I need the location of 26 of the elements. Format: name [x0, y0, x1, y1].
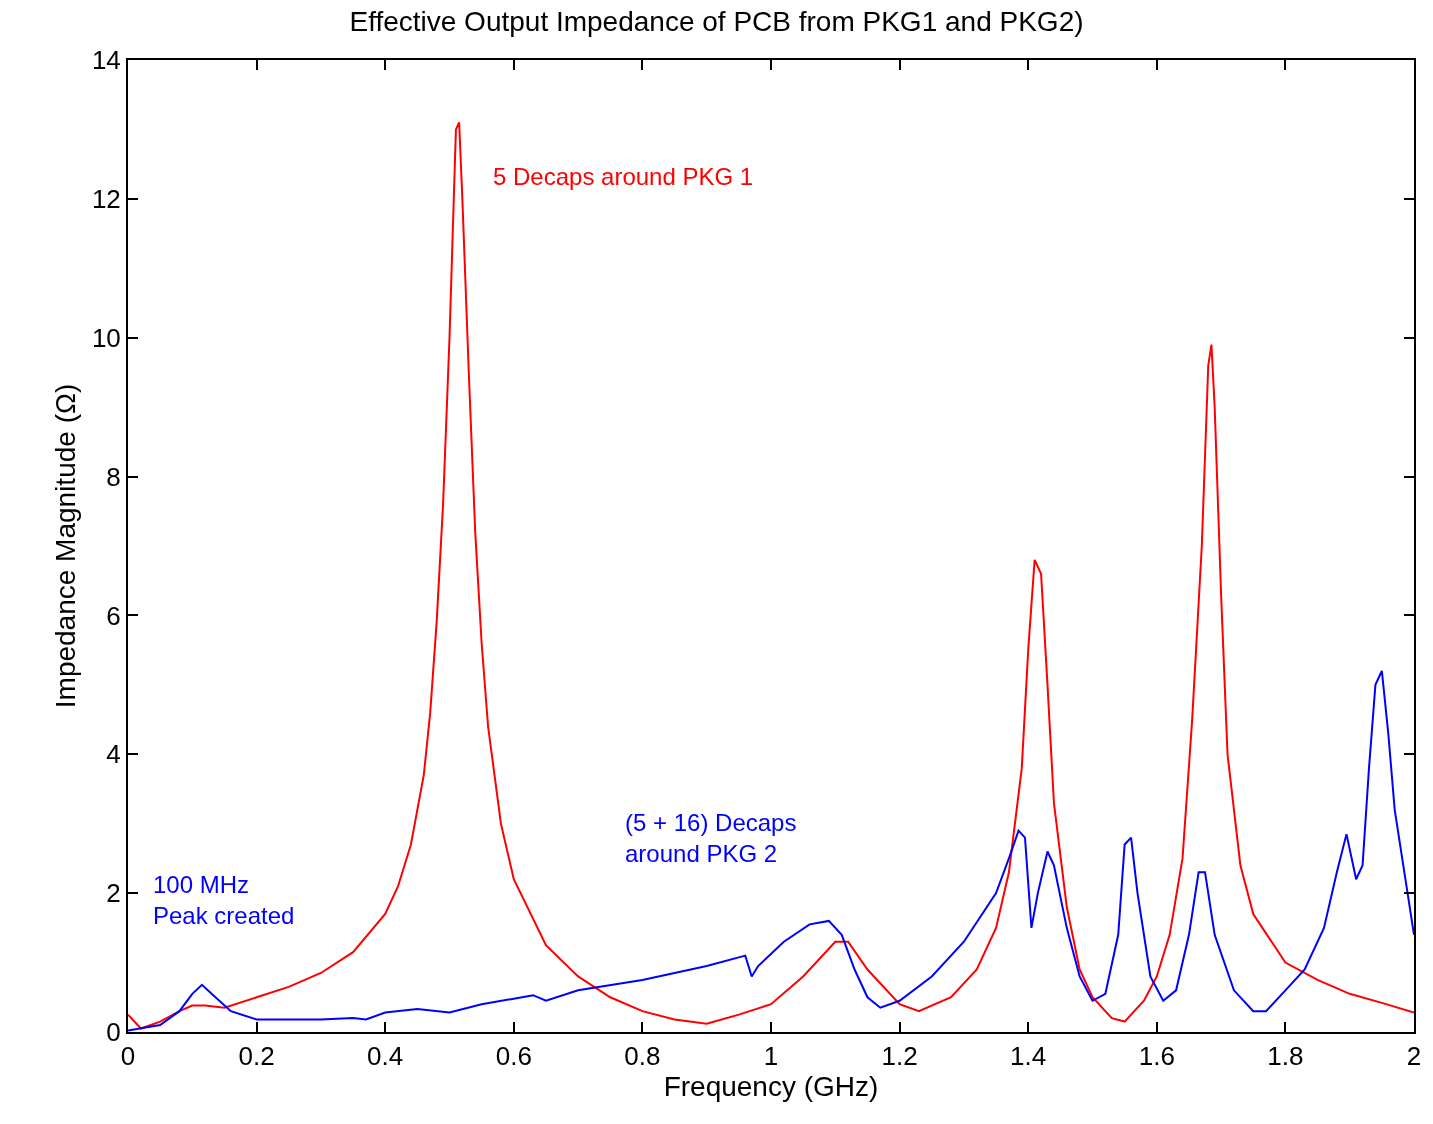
- x-tick-label: 1.4: [1010, 1041, 1047, 1072]
- chart-title: Effective Output Impedance of PCB from PKG1 and PKG2): [349, 5, 1084, 37]
- x-tick-label: 1.6: [1138, 1041, 1175, 1072]
- x-tick-label: 1.8: [1267, 1041, 1304, 1072]
- annotation: (5 + 16) Decaps around PKG 2: [625, 809, 797, 868]
- line-series: [128, 669, 1414, 1032]
- x-tick-label: 0.4: [367, 1041, 404, 1072]
- annotation: 100 MHz Peak created: [153, 871, 295, 930]
- y-tick-label: 0: [106, 1017, 121, 1048]
- y-tick-label: 8: [106, 461, 121, 492]
- x-tick-label: 2: [1406, 1041, 1422, 1072]
- annotation: 5 Decaps around PKG 1: [493, 163, 754, 190]
- line-series: [128, 121, 1414, 1030]
- y-tick-label: 10: [91, 322, 121, 353]
- x-tick-label: 0.8: [624, 1041, 661, 1072]
- x-axis-title: Frequency (GHz): [663, 1071, 879, 1103]
- x-tick-label: 1.2: [881, 1041, 918, 1072]
- x-tick-label: 0.2: [238, 1041, 275, 1072]
- y-tick-label: 12: [91, 183, 121, 214]
- y-axis-title: Impedance Magnitude (Ω): [50, 383, 82, 709]
- y-tick-label: 6: [106, 600, 121, 631]
- x-tick-label: 0.6: [495, 1041, 532, 1072]
- y-tick-label: 2: [106, 878, 121, 909]
- y-tick-label: 14: [91, 45, 121, 76]
- x-tick-label: 1: [763, 1041, 779, 1072]
- y-tick-label: 4: [106, 739, 121, 770]
